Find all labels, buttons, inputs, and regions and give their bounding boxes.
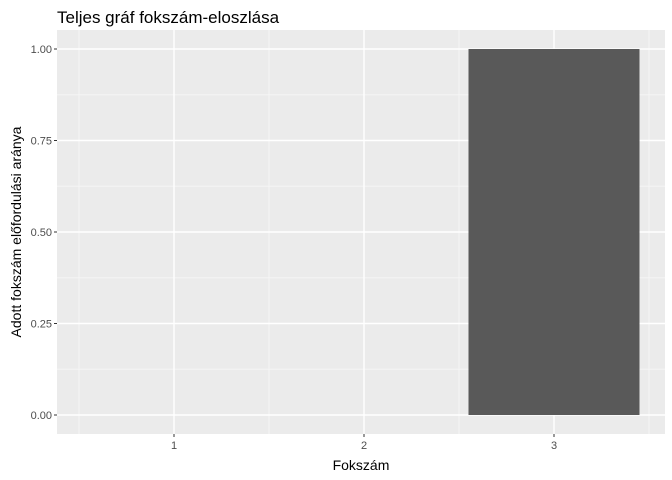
- bars: [468, 49, 640, 415]
- x-tick-label: 2: [361, 440, 367, 452]
- y-tick-label: 0.25: [31, 319, 52, 331]
- chart-title: Teljes gráf fokszám-eloszlása: [57, 8, 280, 27]
- y-tick-label: 0.75: [31, 136, 52, 148]
- x-axis-ticks: 1 2 3: [171, 434, 557, 452]
- x-tick-label: 1: [171, 440, 177, 452]
- y-axis-title: Adott fokszám előfordulási aránya: [8, 126, 24, 337]
- bar-3: [468, 49, 640, 415]
- y-tick-label: 1.00: [31, 44, 52, 56]
- x-tick-label: 3: [551, 440, 557, 452]
- x-axis-title: Fokszám: [333, 457, 390, 473]
- y-axis-ticks: 0.00 0.25 0.50 0.75 1.00: [31, 44, 57, 422]
- y-tick-label: 0.00: [31, 410, 52, 422]
- y-tick-label: 0.50: [31, 227, 52, 239]
